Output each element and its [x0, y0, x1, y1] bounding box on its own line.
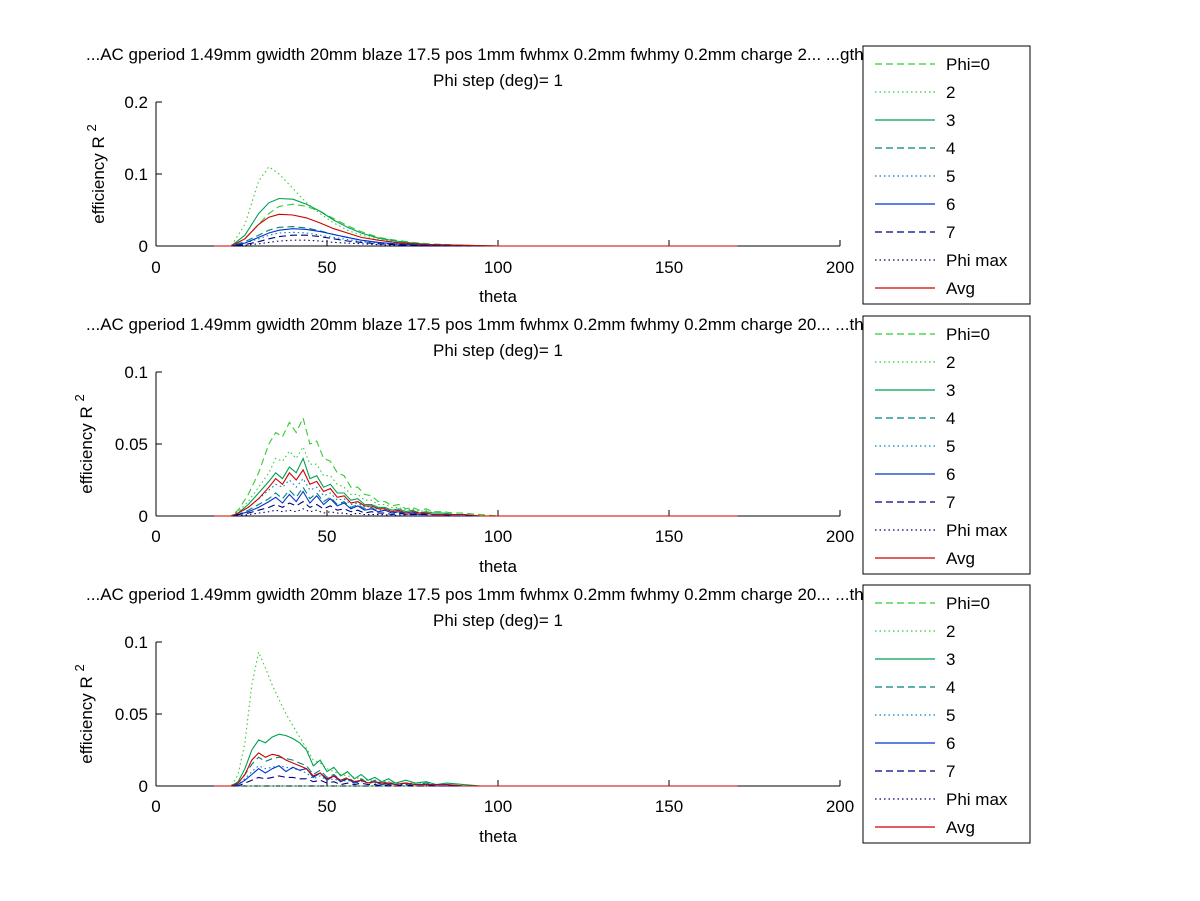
- legend-label: Phi=0: [946, 325, 990, 344]
- legend-label: 7: [946, 762, 955, 781]
- chart-panel-3: ...AC gperiod 1.49mm gwidth 20mm blaze 1…: [72, 584, 1031, 846]
- legend-label: 4: [946, 409, 955, 428]
- series-line-7: [214, 500, 738, 517]
- legend-label: 2: [946, 83, 955, 102]
- x-tick-label: 100: [484, 258, 512, 277]
- legend-label: 5: [946, 706, 955, 725]
- y-tick-label: 0: [139, 507, 148, 526]
- y-tick-label: 0: [139, 777, 148, 796]
- series-line-5: [214, 765, 738, 787]
- series-line-2: [214, 166, 738, 247]
- series-line-9: [214, 752, 738, 787]
- legend-label: 3: [946, 650, 955, 669]
- legend-label: Phi=0: [946, 594, 990, 613]
- chart-panel-2: ...AC gperiod 1.49mm gwidth 20mm blaze 1…: [72, 315, 1031, 576]
- x-tick-label: 150: [655, 258, 683, 277]
- series-line-6: [214, 228, 738, 247]
- legend-box: [862, 315, 1031, 575]
- legend-label: Avg: [946, 279, 975, 298]
- series-line-2: [214, 445, 738, 517]
- x-axis-label: theta: [479, 287, 517, 306]
- x-tick-label: 100: [484, 527, 512, 546]
- legend-label: 4: [946, 678, 955, 697]
- chart-subtitle: Phi step (deg)= 1: [433, 611, 563, 630]
- chart-title: ...AC gperiod 1.49mm gwidth 20mm blaze 1…: [86, 585, 910, 604]
- series-line-9: [214, 468, 738, 517]
- series-line-1: [214, 416, 738, 517]
- series-line-3: [214, 456, 738, 517]
- legend-label: 5: [946, 437, 955, 456]
- legend-label: 7: [946, 223, 955, 242]
- y-axis-label: efficiency R 2: [84, 124, 108, 224]
- chart-title: ...AC gperiod 1.49mm gwidth 20mm blaze 1…: [86, 315, 910, 334]
- series-line-7: [214, 234, 738, 247]
- legend-label: 2: [946, 353, 955, 372]
- x-tick-label: 50: [318, 258, 337, 277]
- x-tick-label: 50: [318, 527, 337, 546]
- series-line-3: [214, 197, 738, 247]
- x-tick-label: 0: [151, 797, 160, 816]
- y-axis-label: efficiency R 2: [72, 394, 96, 494]
- series-line-8: [214, 508, 738, 517]
- x-tick-label: 200: [826, 797, 854, 816]
- y-axis-label-superscript: 2: [84, 124, 99, 131]
- y-axis-label-superscript: 2: [72, 394, 87, 401]
- series-line-4: [214, 486, 738, 517]
- x-tick-label: 200: [826, 527, 854, 546]
- series-line-2: [214, 650, 738, 787]
- series-line-6: [214, 490, 738, 517]
- legend-label: 3: [946, 111, 955, 130]
- series-line-1: [214, 203, 738, 247]
- y-axis-label: efficiency R 2: [72, 664, 96, 764]
- x-tick-label: 0: [151, 527, 160, 546]
- series-line-6: [214, 765, 738, 787]
- legend-label: 4: [946, 139, 955, 158]
- x-tick-label: 100: [484, 797, 512, 816]
- series-line-5: [214, 231, 738, 247]
- x-axis-label: theta: [479, 827, 517, 846]
- y-tick-label: 0.05: [115, 705, 148, 724]
- chart-subtitle: Phi step (deg)= 1: [433, 341, 563, 360]
- legend-label: 7: [946, 493, 955, 512]
- legend-label: Phi=0: [946, 55, 990, 74]
- series-line-4: [214, 226, 738, 247]
- chart-panel-1: ...AC gperiod 1.49mm gwidth 20mm blaze 1…: [84, 45, 1031, 306]
- series-line-9: [214, 213, 738, 247]
- legend-label: 6: [946, 465, 955, 484]
- legend-label: 6: [946, 734, 955, 753]
- y-tick-label: 0: [139, 237, 148, 256]
- y-tick-label: 0.2: [124, 93, 148, 112]
- y-axis-label-superscript: 2: [72, 664, 87, 671]
- legend-label: Phi max: [946, 251, 1008, 270]
- y-tick-label: 0.05: [115, 435, 148, 454]
- chart-title: ...AC gperiod 1.49mm gwidth 20mm blaze 1…: [86, 45, 910, 64]
- series-line-7: [214, 775, 738, 787]
- legend-box: [862, 584, 1031, 844]
- series-line-4: [214, 756, 738, 787]
- legend-box: [862, 45, 1031, 305]
- y-tick-label: 0.1: [124, 165, 148, 184]
- x-tick-label: 150: [655, 797, 683, 816]
- y-tick-label: 0.1: [124, 633, 148, 652]
- x-tick-label: 150: [655, 527, 683, 546]
- legend-label: 6: [946, 195, 955, 214]
- x-tick-label: 50: [318, 797, 337, 816]
- chart-subtitle: Phi step (deg)= 1: [433, 71, 563, 90]
- legend-label: Avg: [946, 549, 975, 568]
- legend-label: Avg: [946, 818, 975, 837]
- x-tick-label: 0: [151, 258, 160, 277]
- x-tick-label: 200: [826, 258, 854, 277]
- legend-label: 3: [946, 381, 955, 400]
- legend-label: 2: [946, 622, 955, 641]
- legend-label: Phi max: [946, 521, 1008, 540]
- legend-label: 5: [946, 167, 955, 186]
- legend-label: Phi max: [946, 790, 1008, 809]
- series-line-5: [214, 477, 738, 517]
- y-tick-label: 0.1: [124, 363, 148, 382]
- x-axis-label: theta: [479, 557, 517, 576]
